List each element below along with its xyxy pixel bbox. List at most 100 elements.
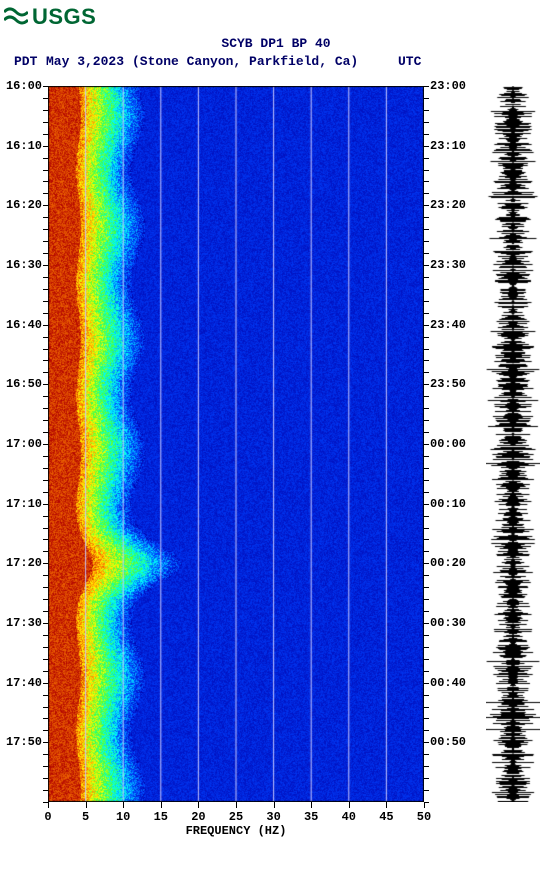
ytick-left-label: 17:20 <box>6 556 42 570</box>
ytick-mark <box>424 778 429 779</box>
ytick-right-label: 23:40 <box>430 318 466 332</box>
ytick-mark <box>43 539 48 540</box>
ytick-left-label: 17:10 <box>6 497 42 511</box>
ytick-mark <box>43 754 48 755</box>
ytick-left-label: 17:50 <box>6 735 42 749</box>
ytick-mark <box>424 110 429 111</box>
ytick-mark <box>43 468 48 469</box>
ytick-mark <box>43 146 48 147</box>
ytick-mark <box>424 480 429 481</box>
ytick-mark <box>424 158 429 159</box>
ytick-mark <box>424 372 429 373</box>
ytick-mark <box>424 122 429 123</box>
ytick-left-label: 16:10 <box>6 139 42 153</box>
ytick-left-label: 17:00 <box>6 437 42 451</box>
ytick-right-label: 23:10 <box>430 139 466 153</box>
ytick-mark <box>424 217 429 218</box>
ytick-mark <box>424 671 429 672</box>
ytick-mark <box>424 313 429 314</box>
ytick-mark <box>424 277 429 278</box>
ytick-mark <box>424 98 429 99</box>
ytick-mark <box>43 360 48 361</box>
ytick-mark <box>43 229 48 230</box>
xtick-mark <box>198 802 199 808</box>
ytick-mark <box>424 647 429 648</box>
ytick-mark <box>43 396 48 397</box>
ytick-mark <box>424 790 429 791</box>
ytick-right-label: 23:20 <box>430 198 466 212</box>
ytick-mark <box>424 265 429 266</box>
ytick-mark <box>43 695 48 696</box>
ytick-mark <box>424 754 429 755</box>
location-label: (Stone Canyon, Parkfield, Ca) <box>132 54 358 69</box>
ytick-mark <box>424 683 429 684</box>
seismogram-trace <box>486 86 540 802</box>
ytick-mark <box>424 516 429 517</box>
xtick-mark <box>236 802 237 808</box>
ytick-mark <box>43 480 48 481</box>
ytick-mark <box>43 217 48 218</box>
xtick-mark <box>86 802 87 808</box>
xtick-mark <box>274 802 275 808</box>
ytick-mark <box>43 635 48 636</box>
xtick-mark <box>386 802 387 808</box>
ytick-mark <box>424 408 429 409</box>
usgs-logo: USGS <box>4 4 96 30</box>
ytick-mark <box>424 193 429 194</box>
ytick-mark <box>43 563 48 564</box>
ytick-mark <box>43 253 48 254</box>
ytick-mark <box>424 492 429 493</box>
ytick-mark <box>43 122 48 123</box>
ytick-mark <box>43 384 48 385</box>
ytick-mark <box>424 623 429 624</box>
ytick-mark <box>43 325 48 326</box>
ytick-mark <box>43 778 48 779</box>
ytick-left-label: 16:30 <box>6 258 42 272</box>
ytick-mark <box>424 551 429 552</box>
ytick-mark <box>424 289 429 290</box>
ytick-right-label: 00:50 <box>430 735 466 749</box>
ytick-mark <box>424 349 429 350</box>
ytick-mark <box>43 86 48 87</box>
ytick-mark <box>43 683 48 684</box>
ytick-right-label: 23:30 <box>430 258 466 272</box>
ytick-mark <box>43 193 48 194</box>
xtick-label: 25 <box>229 810 243 824</box>
ytick-left-label: 17:30 <box>6 616 42 630</box>
ytick-mark <box>43 301 48 302</box>
ytick-mark <box>424 742 429 743</box>
ytick-mark <box>424 301 429 302</box>
ytick-mark <box>424 695 429 696</box>
ytick-mark <box>424 456 429 457</box>
chart-title: SCYB DP1 BP 40 <box>0 36 552 51</box>
ytick-mark <box>43 766 48 767</box>
ytick-mark <box>43 289 48 290</box>
ytick-mark <box>424 539 429 540</box>
ytick-mark <box>43 790 48 791</box>
xtick-label: 5 <box>82 810 89 824</box>
ytick-right-label: 00:20 <box>430 556 466 570</box>
ytick-mark <box>424 337 429 338</box>
ytick-mark <box>424 360 429 361</box>
ytick-mark <box>43 134 48 135</box>
ytick-mark <box>43 742 48 743</box>
xtick-mark <box>48 802 49 808</box>
xtick-label: 30 <box>266 810 280 824</box>
ytick-mark <box>43 623 48 624</box>
ytick-mark <box>424 707 429 708</box>
ytick-mark <box>424 229 429 230</box>
y-axis-left: 16:0016:1016:2016:3016:4016:5017:0017:10… <box>0 86 48 802</box>
ytick-mark <box>424 730 429 731</box>
ytick-mark <box>424 766 429 767</box>
ytick-mark <box>43 420 48 421</box>
xtick-mark <box>424 802 425 808</box>
xtick-label: 40 <box>342 810 356 824</box>
ytick-mark <box>43 718 48 719</box>
ytick-mark <box>424 611 429 612</box>
ytick-mark <box>424 718 429 719</box>
ytick-mark <box>43 599 48 600</box>
ytick-mark <box>424 420 429 421</box>
ytick-mark <box>424 241 429 242</box>
ytick-mark <box>424 635 429 636</box>
ytick-mark <box>43 444 48 445</box>
